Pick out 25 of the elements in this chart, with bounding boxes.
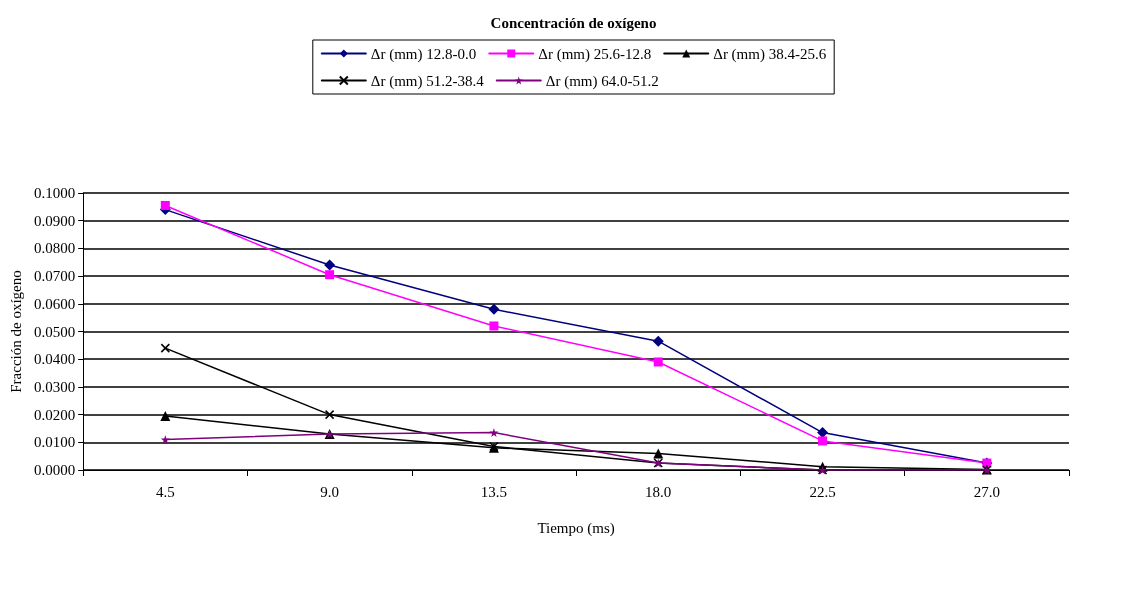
x-tick-label: 13.5	[480, 483, 508, 500]
x-tick-label: 4.5	[155, 483, 175, 500]
y-tick-label: 0.0200	[33, 406, 76, 423]
x-tick-label: 18.0	[645, 483, 672, 500]
legend-label: Δr (mm) 51.2-38.4	[370, 72, 485, 90]
legend-label: Δr (mm) 64.0-51.2	[545, 72, 659, 90]
x-axis-title: Tiempo (ms)	[537, 519, 615, 537]
x-tick-label: 22.5	[809, 483, 836, 500]
y-tick-label: 0.0500	[33, 323, 76, 340]
x-tick-label: 9.0	[320, 483, 339, 500]
y-tick-label: 0.0800	[33, 240, 76, 257]
y-tick-label: 0.0000	[33, 462, 76, 478]
y-tick-label: 0.0600	[33, 295, 76, 312]
y-tick-label: 0.0900	[33, 212, 76, 229]
y-tick-label: 0.0100	[33, 434, 76, 451]
y-tick-label: 0.0400	[33, 351, 76, 368]
chart-title: Concentración de oxígeno	[490, 14, 657, 31]
legend-label: Δr (mm) 25.6-12.8	[538, 45, 652, 63]
y-axis-title: Fracción de oxígeno	[7, 270, 24, 393]
y-tick-label: 0.1000	[33, 185, 76, 201]
legend-label: Δr (mm) 38.4-25.6	[713, 45, 827, 63]
legend-label: Δr (mm) 12.8-0.0	[370, 45, 477, 63]
x-tick-label: 27.0	[973, 483, 1000, 500]
y-tick-label: 0.0700	[33, 268, 76, 285]
y-tick-label: 0.0300	[33, 378, 76, 395]
